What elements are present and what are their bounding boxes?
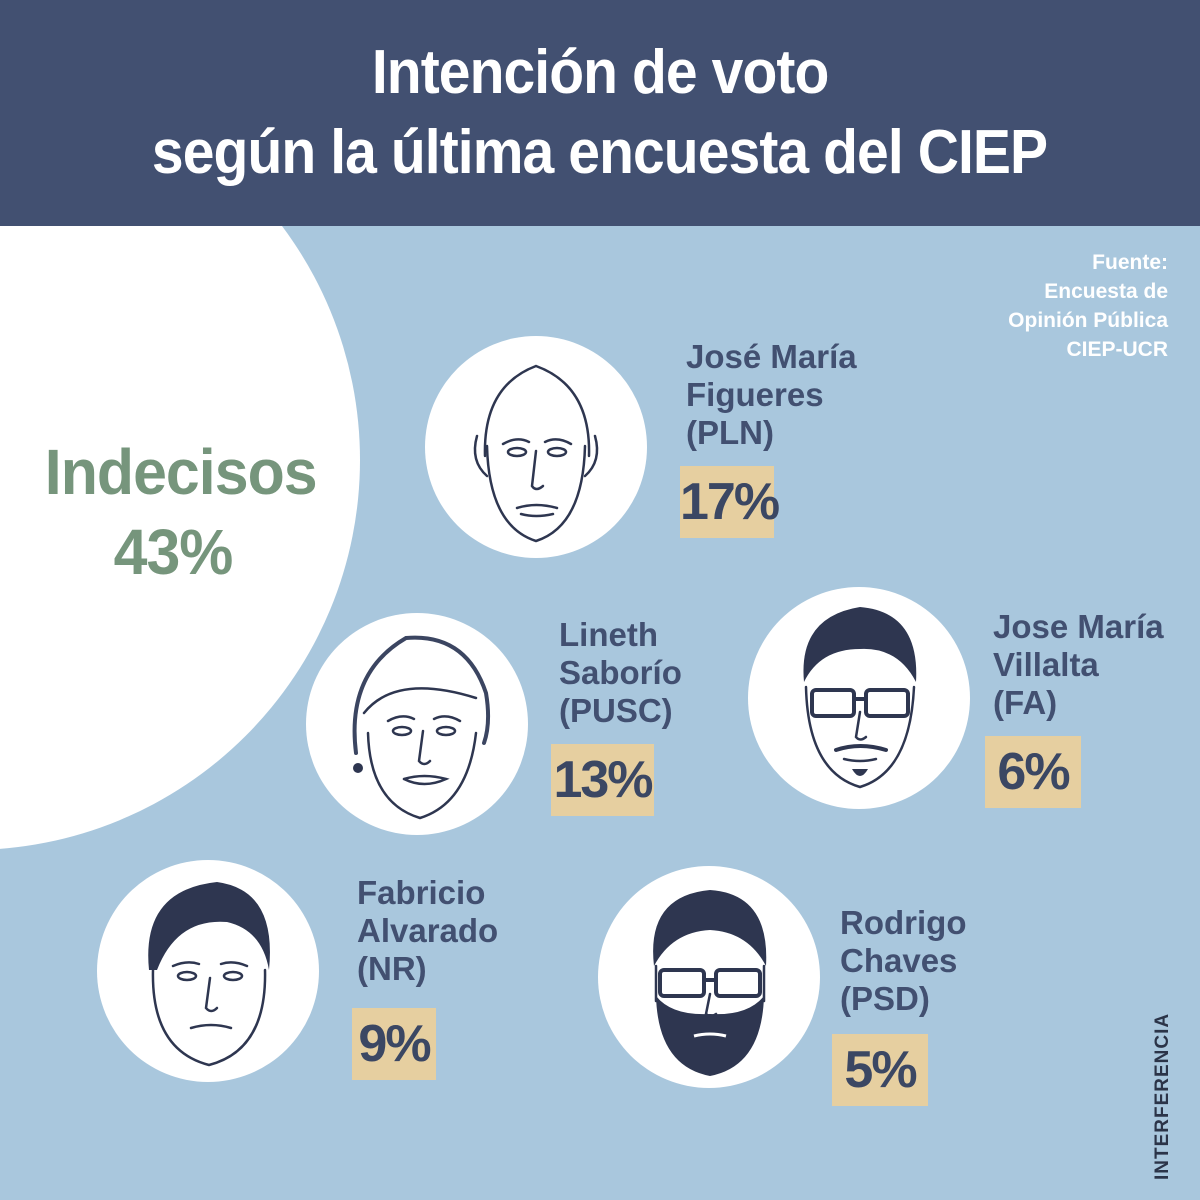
page-title-line-1: Intención de voto [371,38,829,107]
source-line-3: Opinión Pública [1008,309,1168,332]
candidate-portrait-saborio [306,613,528,835]
candidate-portrait-villalta [748,587,970,809]
candidate-pct-villalta: 6% [985,736,1081,808]
woman-portrait-icon [352,635,491,820]
candidate-name-figueres: José María Figueres (PLN) [686,338,857,451]
source-line-1: Fuente: [1092,251,1168,274]
candidate-name-chaves: Rodrigo Chaves (PSD) [840,904,967,1017]
man-glasses-beard-portrait-icon [803,607,917,789]
undecided-block: Indecisos 43% [38,432,318,592]
candidate-portrait-figueres [425,336,647,558]
brand-logo: INTERFERENCIA [1148,1012,1178,1180]
candidate-pct-chaves: 5% [832,1034,928,1106]
candidate-name-saborio: Lineth Saborío (PUSC) [559,616,682,729]
candidate-portrait-alvarado [97,860,319,1082]
man-glasses-full-beard-portrait-icon [653,890,767,1076]
undecided-label: Indecisos [44,436,318,508]
page-title-line-2: según la última encuesta del CIEP [152,118,1048,187]
brand-label: INTERFERENCIA [1152,1012,1173,1180]
candidate-name-alvarado: Fabricio Alvarado (NR) [357,874,499,987]
candidate-portrait-chaves [598,866,820,1088]
content-area [0,226,1200,1200]
candidate-name-villalta: Jose María Villalta (FA) [993,608,1164,721]
page-header: Intención de voto según la última encues… [0,0,1200,226]
candidate-pct-figueres: 17% [680,466,780,538]
undecided-value: 43% [113,516,234,588]
source-note: Fuente: Encuesta de Opinión Pública CIEP… [928,248,1168,364]
candidate-pct-saborio: 13% [551,744,654,816]
source-line-2: Encuesta de [1044,280,1168,303]
bald-man-portrait-icon [473,364,599,543]
candidate-pct-alvarado: 9% [352,1008,436,1080]
source-line-4: CIEP-UCR [1066,338,1168,361]
young-man-portrait-icon [148,882,270,1067]
